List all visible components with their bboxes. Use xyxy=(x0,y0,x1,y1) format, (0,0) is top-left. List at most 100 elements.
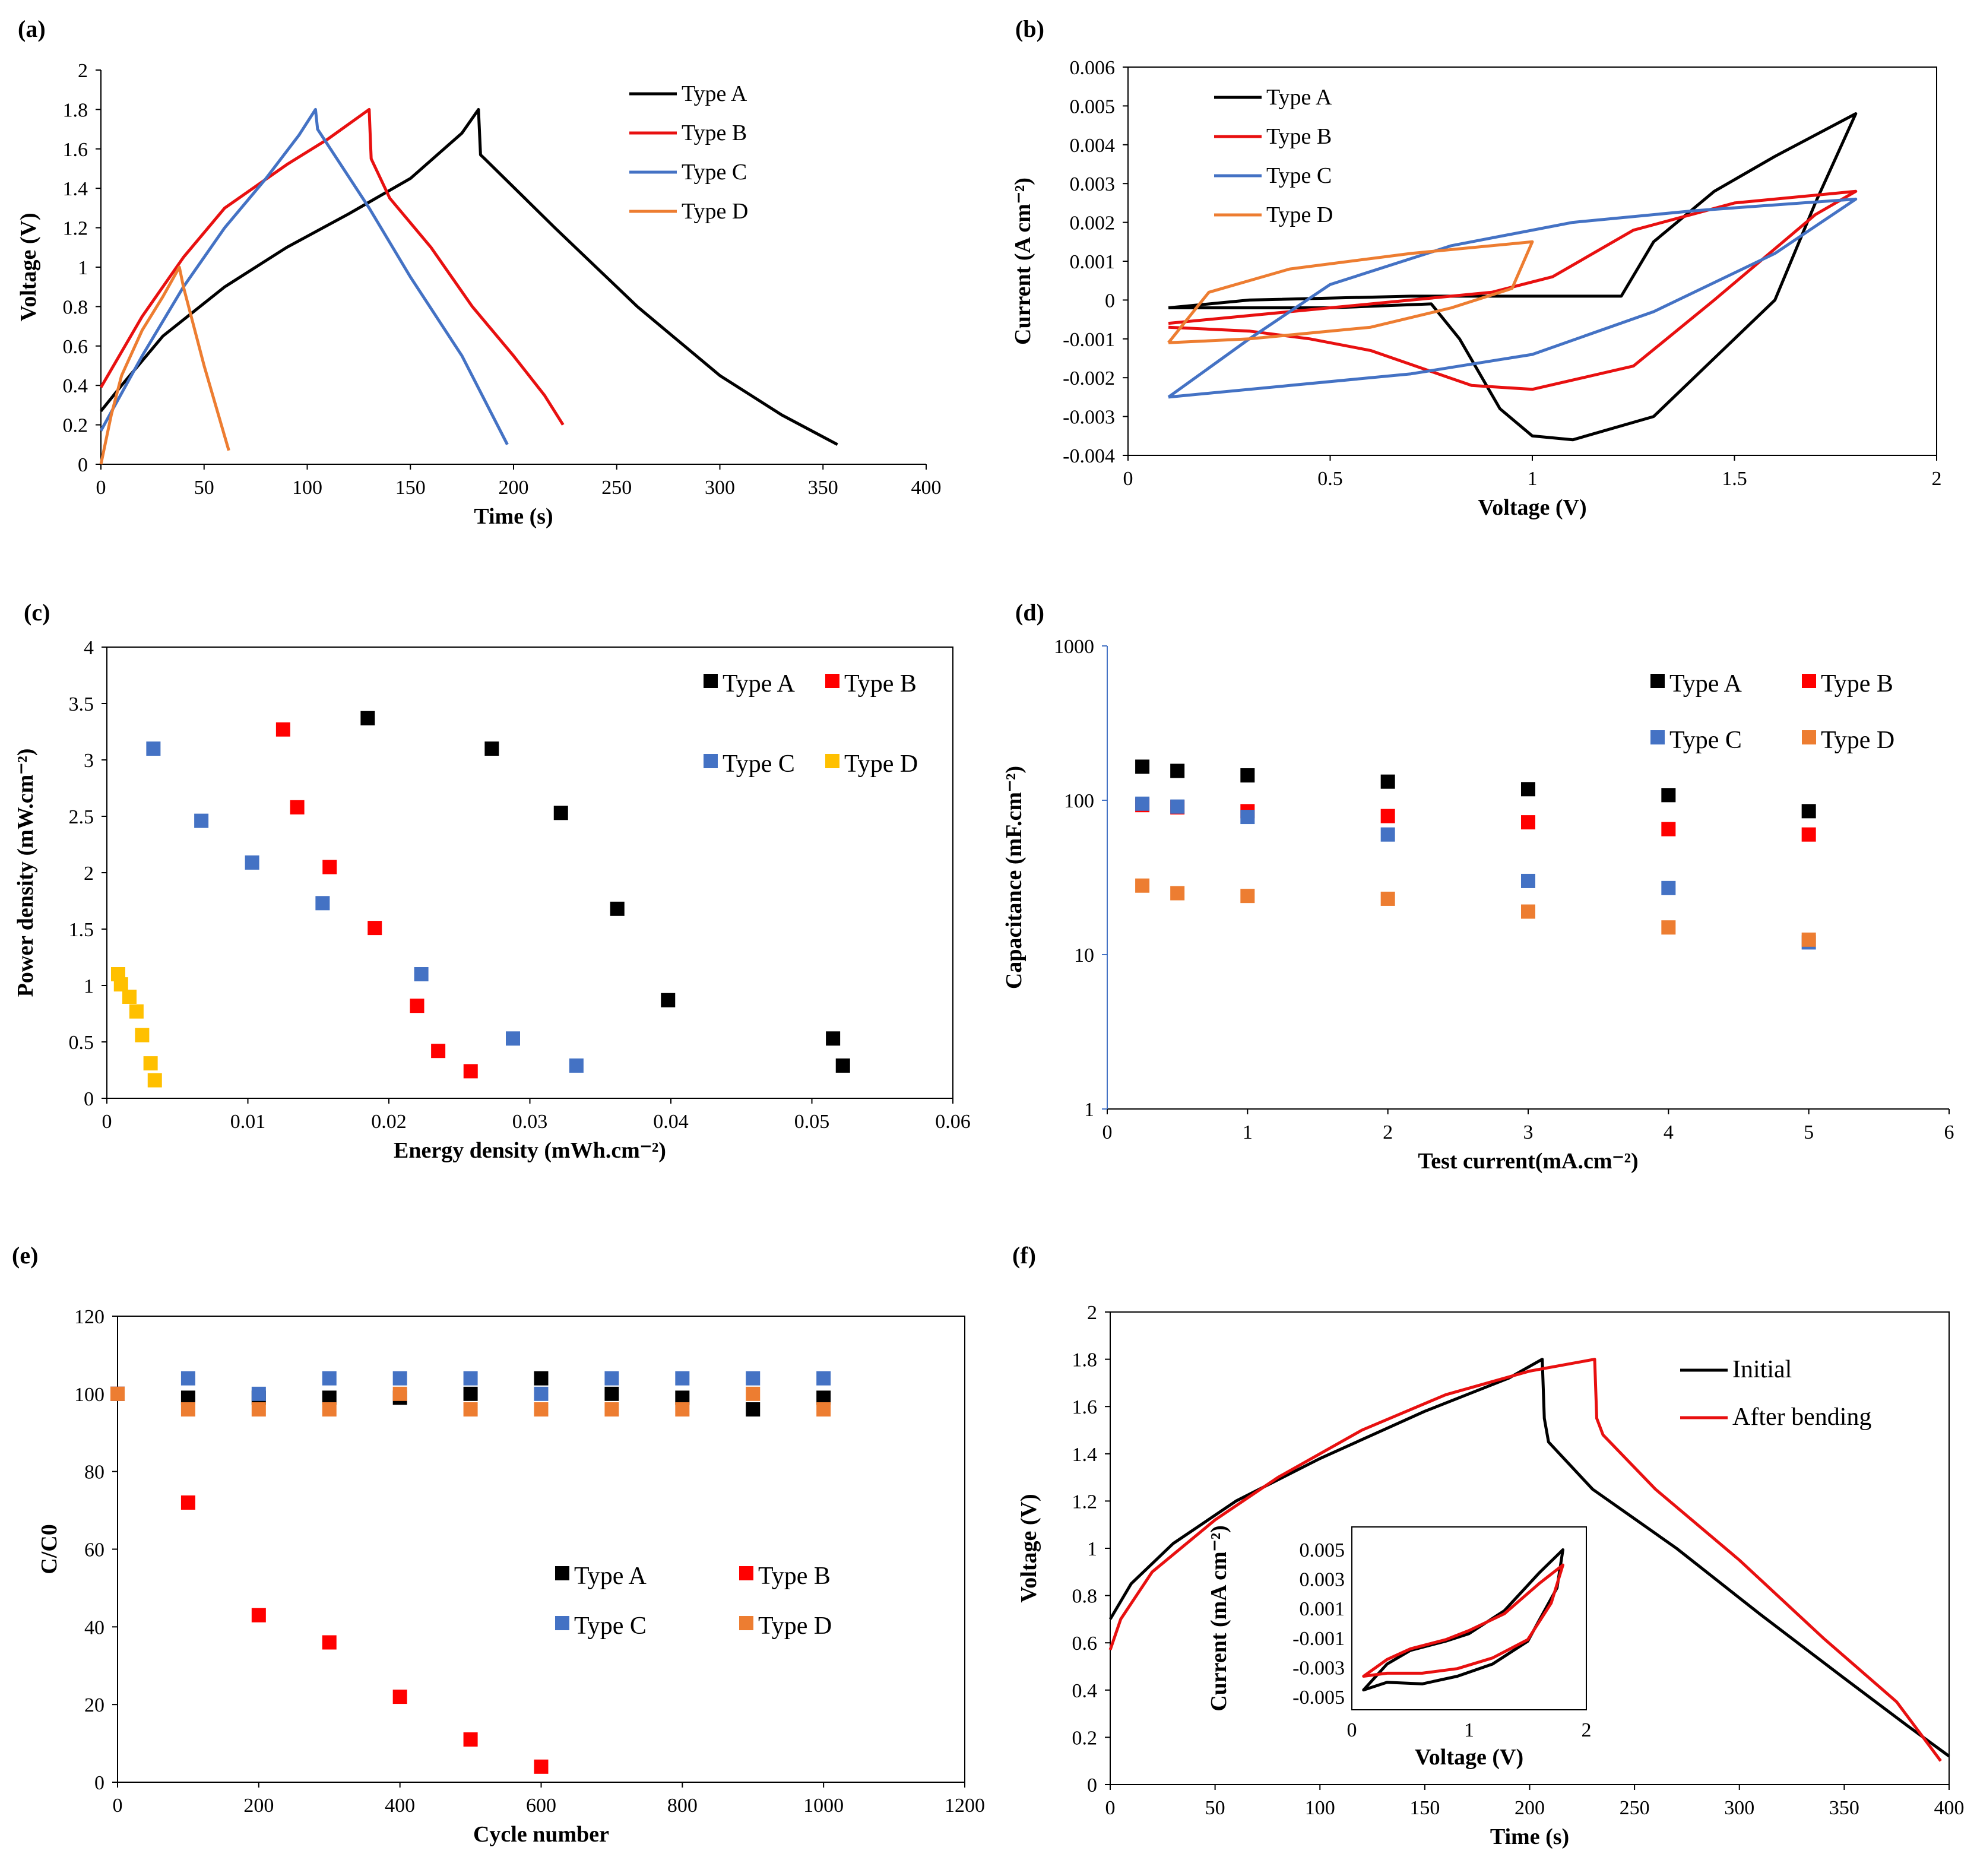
data-point-type-a xyxy=(826,1031,841,1046)
data-point-type-a xyxy=(553,806,568,820)
data-point-type-d xyxy=(147,1073,162,1088)
x-axis-title: Time (s) xyxy=(1490,1824,1569,1849)
series-line-type-b xyxy=(99,107,565,426)
legend-label-type-d: Type D xyxy=(758,1612,832,1640)
inset-y-tick-label: 0.001 xyxy=(1300,1598,1345,1620)
series-line-after-bending xyxy=(1108,1358,1942,1762)
data-point-type-d xyxy=(143,1056,158,1071)
data-point-type-b xyxy=(1380,809,1395,823)
y-axis-title: Voltage (V) xyxy=(1016,1494,1041,1602)
data-point-type-c xyxy=(315,896,330,911)
data-point-type-b xyxy=(534,1759,549,1774)
inset-x-tick-label: 1 xyxy=(1464,1719,1474,1741)
data-point-type-a xyxy=(1380,774,1395,789)
y-tick-label: 3 xyxy=(84,750,94,772)
y-tick-label: 2 xyxy=(78,60,88,82)
y-tick-label: 0.4 xyxy=(1072,1680,1098,1702)
y-tick-label: 1 xyxy=(84,975,94,997)
data-point-type-a xyxy=(360,711,375,725)
series-line-type-c xyxy=(1167,197,1858,399)
data-point-type-b xyxy=(322,860,337,874)
data-point-type-c xyxy=(322,1371,337,1386)
x-axis-title: Time (s) xyxy=(474,504,553,529)
legend-label-type-b: Type B xyxy=(758,1563,831,1590)
x-tick-label: 0.06 xyxy=(935,1111,971,1133)
y-tick-label: 0.5 xyxy=(69,1032,94,1054)
legend-label-type-a: Type A xyxy=(723,670,796,698)
data-point-type-d xyxy=(1240,889,1255,904)
data-point-type-c xyxy=(746,1371,761,1386)
data-point-type-b xyxy=(1801,827,1816,842)
x-axis-title: Cycle number xyxy=(473,1822,609,1847)
y-tick-label: 0.2 xyxy=(1072,1727,1098,1749)
inset-y-tick-label: 0.003 xyxy=(1300,1569,1345,1591)
y-tick-label: 2 xyxy=(84,863,94,885)
legend-label-type-a: Type A xyxy=(1266,85,1332,110)
x-tick-label: 1000 xyxy=(803,1795,844,1817)
legend-label-type-d: Type D xyxy=(844,750,918,778)
y-tick-label: 0 xyxy=(1087,1774,1097,1796)
x-tick-label: 200 xyxy=(1515,1797,1545,1819)
data-point-type-a xyxy=(1135,759,1150,774)
y-tick-label: 2 xyxy=(1087,1302,1097,1324)
legend-label-type-a: Type A xyxy=(682,81,747,106)
data-point-type-d xyxy=(180,1402,195,1416)
data-point-type-d xyxy=(1135,878,1150,893)
legend-swatch-type-b xyxy=(825,674,839,688)
x-tick-label: 50 xyxy=(1205,1797,1225,1819)
y-tick-label: 1.4 xyxy=(1072,1444,1098,1466)
x-tick-label: 0 xyxy=(1105,1797,1116,1819)
y-tick-label: 1.4 xyxy=(63,178,88,200)
data-point-type-d xyxy=(251,1402,266,1416)
panel-label: (f) xyxy=(1012,1242,1036,1269)
x-tick-label: 100 xyxy=(292,477,322,499)
y-tick-label: 1 xyxy=(78,257,88,279)
legend-label-type-c: Type C xyxy=(574,1612,647,1640)
inset-chart: 0 1 2 0.005 0.003 0.001 -0.001 -0.003 -0.005 Volt… xyxy=(1206,1525,1592,1770)
legend-label-type-a: Type A xyxy=(1669,670,1742,698)
data-point-type-c xyxy=(1521,873,1535,888)
data-point-type-c xyxy=(392,1371,407,1386)
y-tick-label: 0.001 xyxy=(1070,251,1116,273)
chart-panel-f: 0 50 100 150 200 250 300 350 400 0 0.2 0.4 0.6 0.8 1 1.… xyxy=(1012,1242,1965,1849)
data-point-type-a xyxy=(484,741,499,756)
x-tick-label: 600 xyxy=(526,1795,556,1817)
data-point-type-b xyxy=(275,722,290,737)
legend-swatch-type-d xyxy=(739,1616,753,1630)
legend-label-type-b: Type B xyxy=(844,670,917,698)
y-tick-label: 0.005 xyxy=(1070,96,1116,118)
data-point-type-d xyxy=(1801,932,1816,947)
y-tick-label: 1.6 xyxy=(1072,1396,1098,1418)
x-tick-label: 1200 xyxy=(945,1795,985,1817)
data-point-type-b xyxy=(367,921,382,936)
data-point-type-a xyxy=(534,1371,549,1386)
data-point-type-a xyxy=(604,1386,619,1401)
inset-x-tick-label: 2 xyxy=(1582,1719,1592,1741)
x-tick-label: 6 xyxy=(1944,1121,1954,1143)
x-tick-label: 50 xyxy=(194,477,214,499)
inset-y-tick-label: 0.005 xyxy=(1300,1539,1345,1561)
data-point-type-c xyxy=(245,855,259,870)
legend-swatch-type-a xyxy=(555,1566,569,1580)
x-tick-label: 1 xyxy=(1528,468,1538,490)
x-tick-label: 200 xyxy=(499,477,529,499)
data-point-type-a xyxy=(661,993,676,1007)
y-tick-label: 0 xyxy=(84,1088,94,1110)
data-point-type-a xyxy=(746,1402,761,1416)
data-point-type-b xyxy=(180,1495,195,1510)
legend-label-after-bending: After bending xyxy=(1732,1403,1871,1431)
data-point-type-a xyxy=(1661,788,1676,803)
data-point-type-c xyxy=(675,1371,690,1386)
x-axis-title: Energy density (mWh.cm⁻²) xyxy=(394,1138,666,1163)
panel-label: (a) xyxy=(18,15,46,42)
chart-panel-a: 0 50 100 150 200 250 300 350 400 0 0.2 0.4 0.6 0.8 1 1.… xyxy=(16,15,942,529)
x-tick-label: 200 xyxy=(243,1795,274,1817)
data-point-type-a xyxy=(1240,768,1255,783)
y-tick-label: 80 xyxy=(84,1462,104,1484)
data-point-type-b xyxy=(392,1690,407,1704)
panel-label: (e) xyxy=(12,1242,38,1269)
y-tick-label: 0.6 xyxy=(63,336,88,358)
legend-label-type-d: Type D xyxy=(1821,727,1894,754)
